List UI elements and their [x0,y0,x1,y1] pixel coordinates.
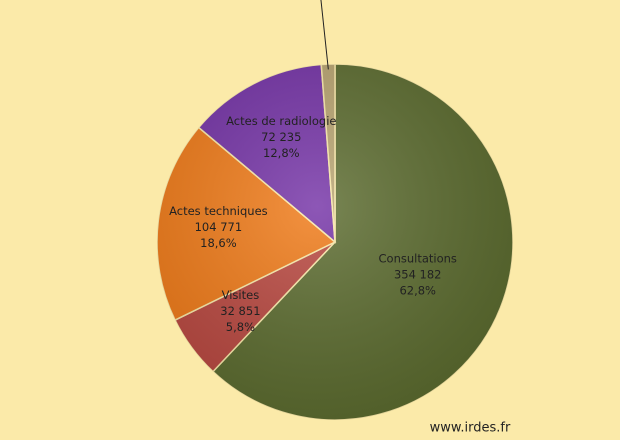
source: www.irdes.fr [430,421,511,436]
slice-percent: 18,6% [200,236,237,250]
slice-value: 32 851 [220,304,260,318]
slice-label: Actes techniques [169,204,268,218]
slice-label: Visites [222,288,260,302]
slice-value: 72 235 [261,130,301,144]
slice-label: Actes de radiologie [226,114,336,128]
slice-value: 354 182 [394,267,442,281]
leader-line [320,0,329,70]
slice-label: Consultations [379,251,457,265]
slice-percent: 62,8% [399,283,436,297]
slice-percent: 5,8% [226,320,255,334]
slice-value: 104 771 [195,220,243,234]
slice-percent: 12,8% [263,146,300,160]
